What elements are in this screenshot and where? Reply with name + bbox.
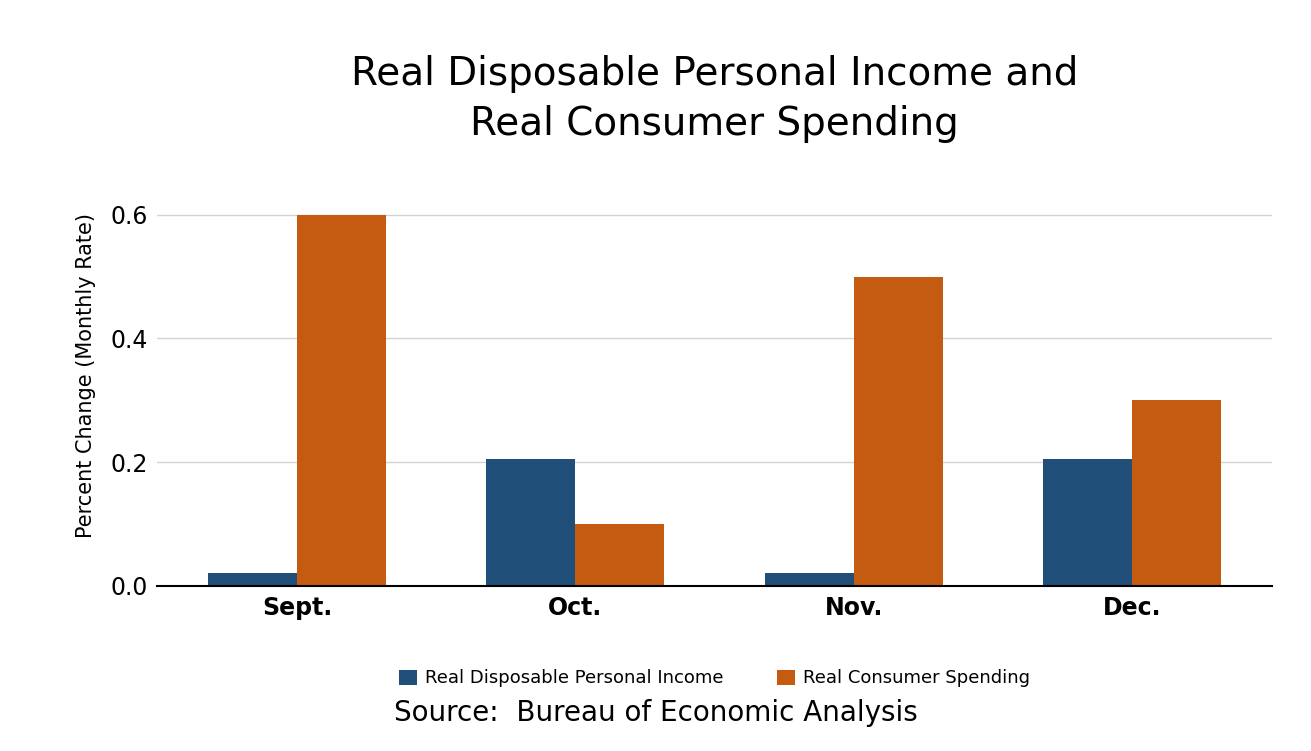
Bar [298, 215, 387, 586]
Bar [486, 459, 576, 586]
Bar [1131, 400, 1221, 586]
Bar [1042, 459, 1131, 586]
Bar [208, 574, 298, 586]
Legend: Real Disposable Personal Income, Real Consumer Spending: Real Disposable Personal Income, Real Co… [392, 662, 1037, 695]
Bar [853, 276, 943, 586]
Text: Source:  Bureau of Economic Analysis: Source: Bureau of Economic Analysis [393, 699, 918, 727]
Title: Real Disposable Personal Income and
Real Consumer Spending: Real Disposable Personal Income and Real… [351, 55, 1078, 143]
Y-axis label: Percent Change (Monthly Rate): Percent Change (Monthly Rate) [76, 213, 96, 538]
Bar [764, 574, 853, 586]
Bar [576, 524, 665, 586]
